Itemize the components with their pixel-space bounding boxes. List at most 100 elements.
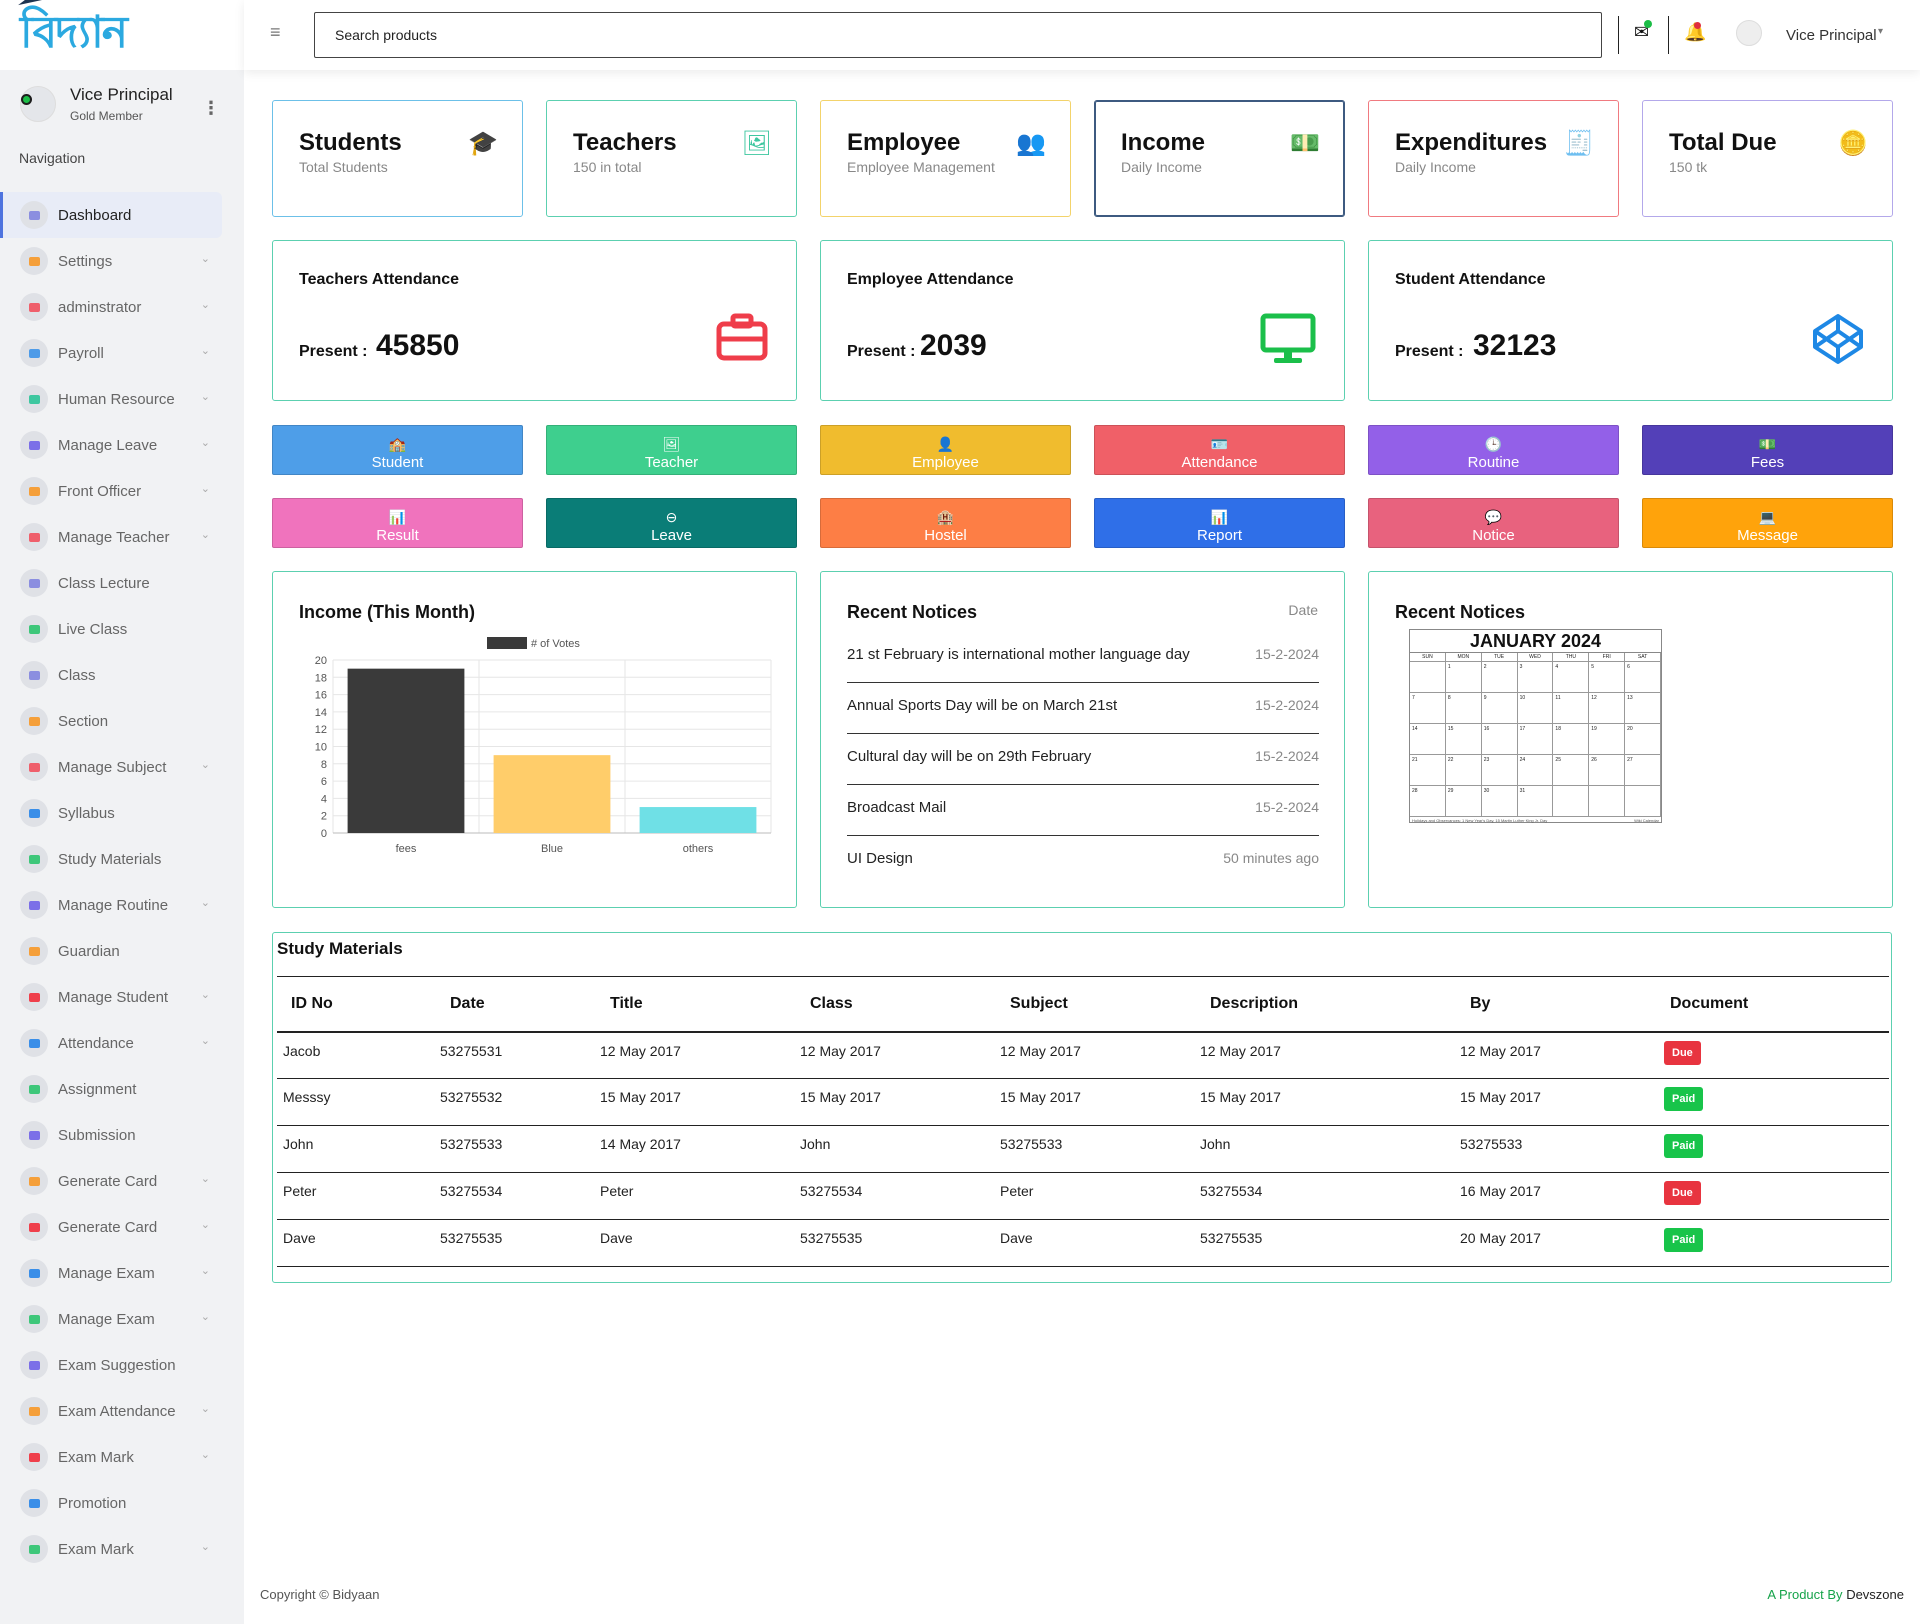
hostel-button[interactable]: 🏨 Hostel	[820, 498, 1071, 548]
notice-button[interactable]: 💬 Notice	[1368, 498, 1619, 548]
sidebar-item-exam-mark[interactable]: Exam Mark ⌄	[0, 1434, 244, 1480]
notice-item[interactable]: Annual Sports Day will be on March 21st 1…	[847, 683, 1319, 734]
leave-button[interactable]: ⊖ Leave	[546, 498, 797, 548]
comment-icon: 💬	[1484, 509, 1503, 525]
search-input[interactable]	[314, 12, 1602, 58]
notice-item[interactable]: Broadcast Mail 15-2-2024	[847, 785, 1319, 836]
bar-blue	[493, 755, 611, 833]
status-badge[interactable]: Paid	[1664, 1087, 1704, 1111]
teacher-button[interactable]: 🖼 Teacher	[546, 425, 797, 475]
status-badge[interactable]: Paid	[1664, 1134, 1704, 1158]
notice-item[interactable]: 21 st February is international mother l…	[847, 632, 1319, 683]
table-cell: Jacob	[277, 1031, 436, 1079]
notice-item[interactable]: UI Design 50 minutes ago	[847, 836, 1319, 887]
sidebar-item-live-class[interactable]: Live Class	[0, 606, 244, 652]
sidebar-item-manage-subject[interactable]: Manage Subject ⌄	[0, 744, 244, 790]
sidebar-item-front-officer[interactable]: Front Officer ⌄	[0, 468, 244, 514]
sidebar-item-manage-exam[interactable]: Manage Exam ⌄	[0, 1250, 244, 1296]
stat-card-employee[interactable]: Employee Employee Management 👥	[820, 100, 1071, 217]
status-badge[interactable]: Due	[1664, 1181, 1701, 1205]
sidebar-item-label: Class Lecture	[58, 574, 150, 592]
routine-icon	[20, 891, 48, 919]
topbar-user-name[interactable]: Vice Principal	[1786, 27, 1877, 44]
table-cell: 15 May 2017	[1456, 1078, 1656, 1126]
sidebar-item-manage-exam[interactable]: Manage Exam ⌄	[0, 1296, 244, 1342]
sidebar-item-manage-student[interactable]: Manage Student ⌄	[0, 974, 244, 1020]
kebab-menu-icon[interactable]: ⋮	[202, 98, 220, 118]
hamburger-menu-icon[interactable]: ≡	[270, 22, 281, 42]
calendar-day: 24	[1517, 755, 1554, 786]
stat-card-expenditures[interactable]: Expenditures Daily Income 🧾	[1368, 100, 1619, 217]
fees-button[interactable]: 💵 Fees	[1642, 425, 1893, 475]
sidebar-item-attendance[interactable]: Attendance ⌄	[0, 1020, 244, 1066]
notice-item[interactable]: Cultural day will be on 29th February 15-…	[847, 734, 1319, 785]
sidebar-item-class[interactable]: Class	[0, 652, 244, 698]
employee-button[interactable]: 👤 Employee	[820, 425, 1071, 475]
card-icon	[20, 1213, 48, 1241]
sidebar-item-manage-leave[interactable]: Manage Leave ⌄	[0, 422, 244, 468]
table-cell: 53275534	[436, 1172, 596, 1220]
sidebar-user: Vice Principal Gold Member ⋮	[0, 70, 244, 126]
bell-icon[interactable]: 🔔	[1684, 22, 1707, 42]
divider	[1668, 16, 1669, 54]
button-label: Student	[371, 454, 424, 471]
sidebar-item-section[interactable]: Section	[0, 698, 244, 744]
sidebar-item-exam-suggestion[interactable]: Exam Suggestion	[0, 1342, 244, 1388]
stat-subtitle: 150 tk	[1669, 159, 1708, 175]
sidebar-item-exam-attendance[interactable]: Exam Attendance ⌄	[0, 1388, 244, 1434]
exam-icon	[20, 1305, 48, 1333]
sidebar-item-submission[interactable]: Submission	[0, 1112, 244, 1158]
sidebar-item-manage-routine[interactable]: Manage Routine ⌄	[0, 882, 244, 928]
result-button[interactable]: 📊 Result	[272, 498, 523, 548]
payroll-icon	[20, 339, 48, 367]
sidebar-item-generate-card[interactable]: Generate Card ⌄	[0, 1158, 244, 1204]
sidebar-item-generate-card[interactable]: Generate Card ⌄	[0, 1204, 244, 1250]
stat-card-income[interactable]: Income Daily Income 💵	[1094, 100, 1345, 217]
sidebar-item-exam-mark[interactable]: Exam Mark ⌄	[0, 1526, 244, 1572]
payroll-icon-glyph	[28, 348, 40, 358]
status-badge[interactable]: Paid	[1664, 1228, 1704, 1252]
sidebar-item-dashboard[interactable]: Dashboard	[0, 192, 222, 238]
sidebar-item-guardian[interactable]: Guardian	[0, 928, 244, 974]
student-button[interactable]: 🏫 Student	[272, 425, 523, 475]
topbar-avatar[interactable]	[1736, 20, 1762, 46]
sidebar-item-payroll[interactable]: Payroll ⌄	[0, 330, 244, 376]
y-tick-label: 18	[315, 672, 327, 684]
attendance-button[interactable]: 🪪 Attendance	[1094, 425, 1345, 475]
sidebar-item-manage-teacher[interactable]: Manage Teacher ⌄	[0, 514, 244, 560]
sidebar-item-promotion[interactable]: Promotion	[0, 1480, 244, 1526]
sidebar-item-class-lecture[interactable]: Class Lecture	[0, 560, 244, 606]
sidebar-item-study-materials[interactable]: Study Materials	[0, 836, 244, 882]
sidebar-item-adminstrator[interactable]: adminstrator ⌄	[0, 284, 244, 330]
calendar-day: 1	[1445, 662, 1482, 693]
table-cell: 15 May 2017	[996, 1078, 1196, 1126]
stat-card-total-due[interactable]: Total Due 150 tk 🪙	[1642, 100, 1893, 217]
table-row: Dave 53275535 Dave 53275535 Dave 53275535 20 M…	[277, 1219, 1889, 1267]
sidebar-item-assignment[interactable]: Assignment	[0, 1066, 244, 1112]
sidebar-item-settings[interactable]: Settings ⌄	[0, 238, 244, 284]
income-panel-title: Income (This Month)	[299, 602, 475, 622]
calendar-day: 5	[1589, 662, 1626, 693]
sidebar-item-label: Manage Subject	[58, 758, 167, 776]
message-button[interactable]: 💻 Message	[1642, 498, 1893, 548]
routine-button[interactable]: 🕒 Routine	[1368, 425, 1619, 475]
attendance-label: Present :	[299, 343, 368, 360]
sidebar-item-human-resource[interactable]: Human Resource ⌄	[0, 376, 244, 422]
stat-card-teachers[interactable]: Teachers 150 in total 🖼	[546, 100, 797, 217]
caret-down-icon[interactable]: ▾	[1878, 26, 1884, 37]
user-name: Vice Principal	[70, 85, 173, 104]
report-button[interactable]: 📊 Report	[1094, 498, 1345, 548]
stat-card-students[interactable]: Students Total Students 🎓	[272, 100, 523, 217]
status-badge[interactable]: Due	[1664, 1040, 1701, 1065]
gauge-icon	[20, 201, 48, 229]
notices-date-header: Date	[1288, 602, 1318, 618]
table-cell: 53275535	[1196, 1219, 1456, 1267]
submission-icon	[20, 1121, 48, 1149]
sidebar-item-syllabus[interactable]: Syllabus	[0, 790, 244, 836]
chevron-down-icon: ⌄	[200, 299, 210, 311]
study-materials-card: Study Materials ID No Date Title Class Subje…	[272, 932, 1892, 1283]
button-label: Teacher	[644, 454, 699, 471]
footer-product-name[interactable]: Devszone	[1846, 1587, 1904, 1602]
logo[interactable]: বিদ্যান	[0, 0, 244, 70]
sidebar-item-label: Study Materials	[58, 850, 162, 868]
